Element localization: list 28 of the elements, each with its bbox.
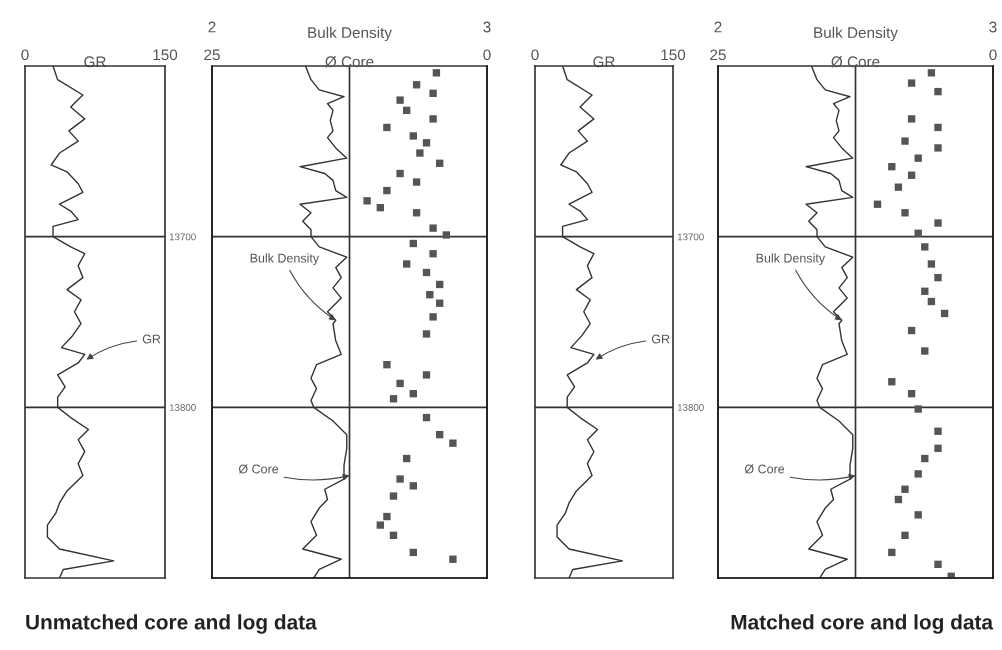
annotation: GR [651,334,670,344]
text: Matched core and log data [731,614,994,634]
y-tick-label: 13700 [677,233,704,241]
x-tick-label: 3 [483,21,491,33]
x-tick-label: 150 [661,49,686,61]
annotation: Ø Core [744,464,785,474]
text: Unmatched core and log data [26,614,317,634]
x-tick-label: 2 [714,21,722,33]
x-axis-title: GR [84,56,106,68]
x-axis-title: Bulk Density [308,26,392,42]
x-tick-label: 0 [21,49,29,61]
annotation: Ø Core [238,464,279,474]
annotation: GR [142,334,161,344]
x-tick-label: 0 [531,49,539,61]
annotation: Bulk Density [250,253,320,266]
x2-axis-title: Ø Core [325,56,374,68]
x-tick-label: 3 [989,21,997,33]
x-tick-label: 2 [208,21,216,33]
y-tick-label: 13800 [169,404,196,411]
x-axis-title: Bulk Density [814,26,898,42]
y-tick-label: 13700 [169,233,196,241]
x-tick-label: 150 [153,49,178,61]
x2-tick-label: 25 [204,49,220,61]
x2-tick-label: 25 [710,49,726,61]
x-axis-title: GR [593,56,615,68]
x2-axis-title: Ø Core [831,56,880,68]
y-tick-label: 13800 [677,404,704,411]
annotation: Bulk Density [756,253,826,266]
